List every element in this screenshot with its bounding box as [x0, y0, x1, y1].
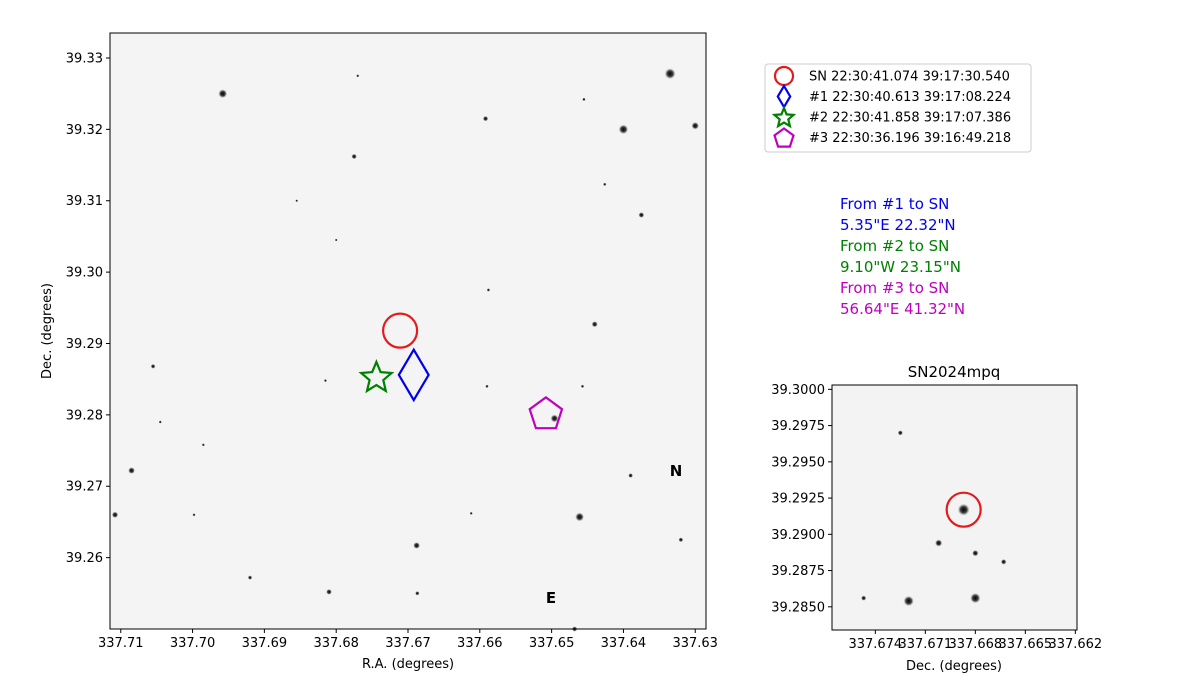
compass-north-label: N	[670, 462, 683, 480]
inset-star-8	[898, 430, 903, 435]
main-star-17	[248, 575, 252, 579]
main-star-22	[603, 183, 606, 186]
main-y-tick-label: 39.28	[66, 408, 103, 423]
inset-y-tick-label: 39.2975	[771, 419, 825, 434]
main-finder-chart: 337.71 337.70 337.69 337.68 337.67 337.66 337.…	[40, 33, 718, 672]
main-x-axis: 337.71 337.70 337.69 337.68 337.67 337.66 337.…	[98, 629, 718, 651]
offset-2-header: From #2 to SN	[840, 236, 949, 257]
inset-x-tick-label: 337.674	[848, 637, 902, 652]
inset-y-tick-label: 39.2900	[771, 528, 825, 543]
inset-plot-area	[832, 385, 1077, 630]
main-star-6	[351, 154, 356, 159]
main-star-32	[295, 199, 298, 202]
inset-star-3	[903, 596, 913, 606]
main-star-4	[691, 122, 698, 129]
main-y-axis: 39.26 39.27 39.28 39.29 39.30 39.31 39.32 39.33	[66, 51, 110, 566]
main-star-29	[470, 512, 473, 515]
main-x-axis-label: R.A. (degrees)	[362, 657, 454, 672]
main-star-24	[485, 385, 488, 388]
offset-3-header: From #3 to SN	[840, 278, 949, 299]
inset-x-tick-label: 337.671	[898, 637, 952, 652]
main-x-tick-label: 337.63	[672, 636, 718, 651]
legend-label: #1 22:30:40.613 39:17:08.224	[809, 90, 1011, 105]
main-star-13	[112, 512, 118, 518]
inset-y-axis: 39.2850 39.2875 39.2900 39.2925 39.2950 39.29…	[771, 383, 832, 615]
compass-east-label: E	[546, 589, 556, 607]
inset-title: SN2024mpq	[908, 363, 1001, 381]
main-x-tick-label: 337.68	[313, 636, 359, 651]
inset-star-4	[935, 539, 942, 546]
main-x-tick-label: 337.64	[601, 636, 647, 651]
offset-1-value: 5.35"E 22.32"N	[840, 215, 956, 236]
legend-label: SN 22:30:41.074 39:17:30.540	[809, 70, 1010, 85]
offset-1-header: From #1 to SN	[840, 194, 949, 215]
main-y-tick-label: 39.27	[66, 480, 103, 495]
inset-x-tick-label: 337.662	[1048, 637, 1102, 652]
main-x-tick-label: 337.69	[242, 636, 288, 651]
main-star-18	[326, 589, 332, 595]
inset-y-tick-label: 39.2925	[771, 492, 825, 507]
offset-2-value: 9.10"W 23.15"N	[840, 257, 961, 278]
main-star-23	[487, 288, 490, 291]
inset-x-tick-label: 337.668	[948, 637, 1002, 652]
main-star-12	[628, 473, 633, 478]
inset-y-tick-label: 39.2850	[771, 600, 825, 615]
main-y-tick-label: 39.32	[66, 123, 103, 138]
main-star-7	[638, 212, 644, 218]
inset-y-tick-label: 39.3000	[771, 383, 825, 398]
legend: SN 22:30:41.074 39:17:30.540 #1 22:30:40.…	[765, 64, 1031, 152]
main-star-21	[582, 98, 585, 101]
main-y-tick-label: 39.31	[66, 194, 103, 209]
main-star-16	[678, 537, 683, 542]
main-x-tick-label: 337.71	[98, 636, 144, 651]
main-star-31	[356, 74, 359, 77]
legend-label: #2 22:30:41.858 39:17:07.386	[809, 111, 1011, 126]
main-y-tick-label: 39.26	[66, 551, 103, 566]
main-y-tick-label: 39.29	[66, 337, 103, 352]
main-star-9	[151, 364, 156, 369]
main-star-1	[665, 68, 676, 79]
main-star-26	[324, 379, 327, 382]
inset-star-1	[958, 504, 970, 516]
main-star-33	[335, 239, 338, 242]
main-y-tick-label: 39.33	[66, 51, 103, 66]
inset-x-axis-label: Dec. (degrees)	[906, 659, 1002, 674]
inset-star-7	[861, 596, 866, 601]
main-star-14	[575, 513, 584, 522]
inset-y-tick-label: 39.2875	[771, 564, 825, 579]
main-star-11	[128, 467, 135, 474]
main-star-25	[581, 385, 584, 388]
offset-3-value: 56.64"E 41.32"N	[840, 299, 965, 320]
main-star-28	[159, 420, 162, 423]
main-y-axis-label: Dec. (degrees)	[40, 283, 55, 379]
main-star-15	[413, 542, 420, 549]
main-x-tick-label: 337.70	[170, 636, 216, 651]
inset-star-2	[970, 593, 980, 603]
inset-y-tick-label: 39.2950	[771, 455, 825, 470]
main-x-tick-label: 337.65	[529, 636, 575, 651]
main-star-3	[619, 125, 629, 135]
main-star-27	[202, 443, 205, 446]
main-x-tick-label: 337.66	[457, 636, 503, 651]
inset-star-6	[1001, 559, 1007, 565]
main-star-30	[192, 513, 195, 516]
main-x-tick-label: 337.67	[385, 636, 431, 651]
inset-x-tick-label: 337.665	[998, 637, 1052, 652]
main-star-8	[592, 321, 598, 327]
main-star-19	[415, 591, 419, 595]
inset-star-5	[972, 550, 978, 556]
main-star-5	[483, 116, 488, 121]
main-plot-area	[110, 33, 706, 629]
main-star-2	[218, 89, 227, 98]
main-y-tick-label: 39.30	[66, 266, 103, 281]
legend-label: #3 22:30:36.196 39:16:49.218	[809, 131, 1011, 146]
